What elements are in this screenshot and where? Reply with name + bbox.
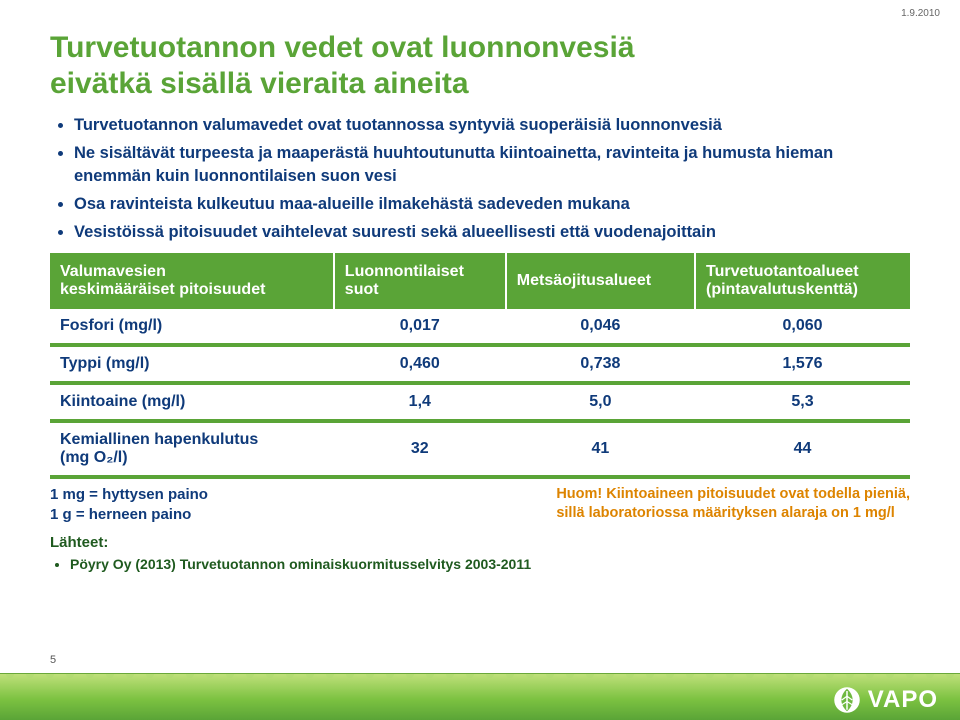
table-header: Turvetuotantoalueet (pintavalutuskenttä) [695,253,910,309]
footnote-right: Huom! Kiintoaineen pitoisuudet ovat tode… [556,485,910,523]
cell: 1,576 [695,345,910,383]
row-label-text: (mg O₂/l) [60,449,128,466]
brand-logo: VAPO [832,685,938,715]
header-text: Metsäojitusalueet [517,272,651,289]
cell: 0,046 [506,309,695,345]
header-text: suot [345,281,379,298]
sources-block: Lähteet: Pöyry Oy (2013) Turvetuotannon … [50,532,910,575]
table-header-row: Valumavesien keskimääräiset pitoisuudet … [50,253,910,309]
footnote-left: 1 mg = hyttysen paino 1 g = herneen pain… [50,485,208,524]
table-row: Kiintoaine (mg/l) 1,4 5,0 5,3 [50,383,910,421]
row-label-text: Kemiallinen hapenkulutus [60,431,258,448]
bullet-list: Turvetuotannon valumavedet ovat tuotanno… [50,114,910,243]
cell: 1,4 [334,383,506,421]
source-item: Pöyry Oy (2013) Turvetuotannon ominaisku… [70,555,910,575]
cell: 5,3 [695,383,910,421]
footnotes-row: 1 mg = hyttysen paino 1 g = herneen pain… [50,485,910,524]
slide-title: Turvetuotannon vedet ovat luonnonvesiä e… [50,30,910,102]
header-text: Luonnontilaiset [345,263,464,280]
cell: 0,060 [695,309,910,345]
table-header: Metsäojitusalueet [506,253,695,309]
cell: 0,460 [334,345,506,383]
footer-bar: VAPO [0,673,960,720]
table-header: Luonnontilaiset suot [334,253,506,309]
table-row: Kemiallinen hapenkulutus (mg O₂/l) 32 41… [50,421,910,477]
footnote-text: 1 mg = hyttysen paino [50,486,208,503]
header-text: Turvetuotantoalueet [706,263,859,280]
table-header: Valumavesien keskimääräiset pitoisuudet [50,253,334,309]
table-row: Fosfori (mg/l) 0,017 0,046 0,060 [50,309,910,345]
bullet-item: Ne sisältävät turpeesta ja maaperästä hu… [74,142,910,187]
cell: 44 [695,421,910,477]
page-number: 5 [50,654,56,666]
table-row: Typpi (mg/l) 0,460 0,738 1,576 [50,345,910,383]
cell: 0,738 [506,345,695,383]
header-text: Valumavesien [60,263,166,280]
row-label: Fosfori (mg/l) [50,309,334,345]
footnote-text: Huom! Kiintoaineen pitoisuudet ovat tode… [556,486,910,502]
leaf-icon [832,685,862,715]
row-label: Kemiallinen hapenkulutus (mg O₂/l) [50,421,334,477]
title-line-1: Turvetuotannon vedet ovat luonnonvesiä [50,31,635,64]
slide: 1.9.2010 Turvetuotannon vedet ovat luonn… [0,0,960,720]
cell: 32 [334,421,506,477]
footnote-text: sillä laboratoriossa määrityksen alaraja… [556,505,894,521]
bullet-item: Osa ravinteista kulkeutuu maa-alueille i… [74,193,910,215]
logo-text: VAPO [868,686,938,714]
row-label: Kiintoaine (mg/l) [50,383,334,421]
row-label: Typpi (mg/l) [50,345,334,383]
date-stamp: 1.9.2010 [901,8,940,19]
cell: 0,017 [334,309,506,345]
bullet-item: Turvetuotannon valumavedet ovat tuotanno… [74,114,910,136]
footnote-text: 1 g = herneen paino [50,506,191,523]
title-line-2: eivätkä sisällä vieraita aineita [50,67,469,100]
cell: 5,0 [506,383,695,421]
header-text: keskimääräiset pitoisuudet [60,281,265,298]
header-text: (pintavalutuskenttä) [706,281,858,298]
data-table: Valumavesien keskimääräiset pitoisuudet … [50,253,910,479]
cell: 41 [506,421,695,477]
sources-title: Lähteet: [50,534,108,551]
bullet-item: Vesistöissä pitoisuudet vaihtelevat suur… [74,221,910,243]
